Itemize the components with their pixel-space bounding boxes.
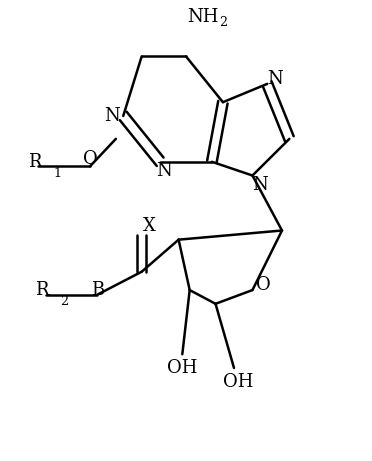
- Text: OH: OH: [167, 359, 198, 377]
- Text: 2: 2: [61, 295, 68, 308]
- Text: O: O: [83, 150, 97, 168]
- Text: R: R: [35, 281, 49, 299]
- Text: NH: NH: [187, 8, 218, 26]
- Text: 2: 2: [219, 16, 227, 29]
- Text: N: N: [252, 176, 268, 194]
- Text: N: N: [267, 70, 282, 89]
- Text: R: R: [28, 153, 41, 171]
- Text: O: O: [256, 277, 271, 295]
- Text: OH: OH: [222, 372, 253, 391]
- Text: 1: 1: [53, 167, 61, 180]
- Text: X: X: [142, 217, 155, 235]
- Text: N: N: [104, 107, 120, 125]
- Text: N: N: [156, 162, 172, 180]
- Text: B: B: [91, 281, 104, 299]
